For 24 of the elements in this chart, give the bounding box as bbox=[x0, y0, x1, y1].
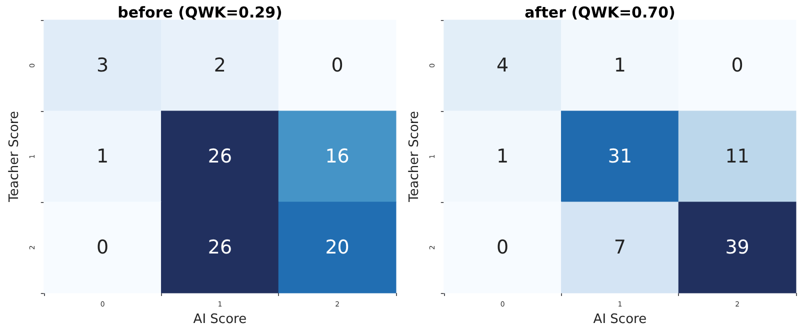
data-label: 39 bbox=[725, 236, 750, 258]
data-label: 1 bbox=[496, 146, 509, 168]
x-axis-title: AI Score bbox=[193, 312, 247, 327]
data-label: 26 bbox=[208, 146, 232, 168]
x-axis-title: AI Score bbox=[593, 312, 647, 327]
chart-title: before (QWK=0.29) bbox=[118, 4, 282, 22]
data-label: 11 bbox=[725, 146, 750, 168]
y-axis-title: Teacher Score bbox=[407, 111, 422, 203]
data-label: 26 bbox=[208, 236, 232, 258]
data-label: 1 bbox=[614, 54, 626, 76]
data-label: 3 bbox=[96, 54, 109, 76]
data-label: 0 bbox=[96, 236, 109, 258]
data-label: 16 bbox=[325, 146, 350, 168]
data-label: 20 bbox=[325, 236, 350, 258]
data-label: 0 bbox=[496, 236, 509, 258]
data-label: 0 bbox=[331, 54, 344, 76]
y-axis-title: Teacher Score bbox=[7, 111, 22, 203]
chart-title: after (QWK=0.70) bbox=[524, 4, 676, 22]
data-label: 1 bbox=[96, 146, 109, 168]
data-label: 2 bbox=[214, 54, 226, 76]
data-label: 0 bbox=[731, 54, 744, 76]
data-label: 4 bbox=[496, 54, 509, 76]
data-label: 7 bbox=[614, 236, 626, 258]
data-label: 31 bbox=[608, 146, 632, 168]
